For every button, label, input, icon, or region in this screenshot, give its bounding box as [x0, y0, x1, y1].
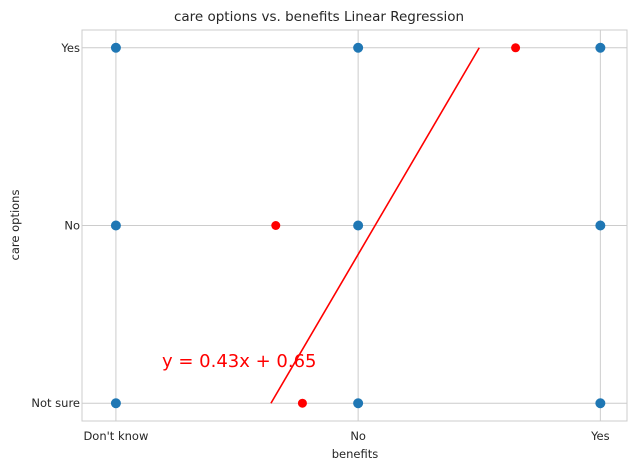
- data-point: [595, 398, 606, 409]
- data-point: [353, 42, 364, 53]
- x-tick-label: No: [350, 429, 366, 443]
- highlight-point: [297, 398, 307, 408]
- y-axis-label: care options: [8, 190, 22, 261]
- data-point: [110, 220, 121, 231]
- data-point: [110, 398, 121, 409]
- data-point: [595, 42, 606, 53]
- y-tick-label: No: [64, 219, 80, 233]
- highlight-point: [271, 221, 281, 230]
- scatter-points: [110, 42, 606, 409]
- data-point: [595, 220, 606, 231]
- x-axis-label: benefits: [332, 447, 378, 461]
- chart-title: care options vs. benefits Linear Regress…: [174, 9, 464, 25]
- regression-equation: y = 0.43x + 0.65: [162, 351, 317, 372]
- x-tick-label: Don't know: [83, 429, 148, 443]
- plot-frame: [81, 29, 628, 422]
- y-tick-labels: Not sure No Yes: [31, 41, 80, 410]
- regression-line: [270, 47, 480, 404]
- y-tick-label: Not sure: [31, 396, 80, 410]
- highlight-point: [511, 43, 521, 53]
- x-tick-labels: Don't know No Yes: [83, 429, 609, 443]
- data-point: [110, 42, 121, 53]
- y-tick-label: Yes: [60, 41, 80, 55]
- highlighted-points: [271, 43, 521, 408]
- regression-line-group: [270, 47, 480, 404]
- plot-border: [81, 29, 628, 422]
- x-tick-label: Yes: [590, 429, 610, 443]
- data-point: [353, 398, 364, 409]
- data-point: [353, 220, 364, 231]
